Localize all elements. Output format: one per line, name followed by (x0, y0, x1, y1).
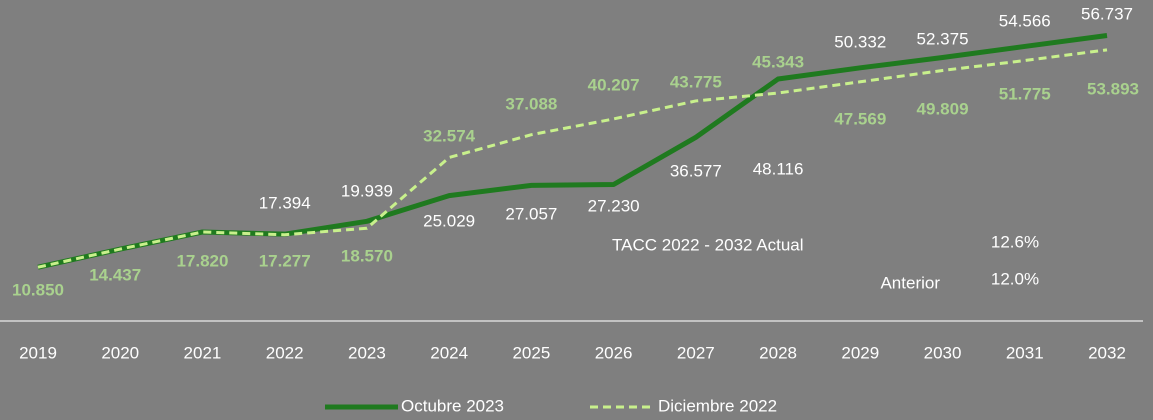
x-tick-label: 2032 (1088, 343, 1126, 362)
annotation: Anterior (880, 273, 940, 292)
data-label: 27.057 (505, 204, 557, 223)
data-label: 19.939 (341, 181, 393, 200)
x-tick-label: 2022 (266, 343, 304, 362)
line-series (37, 33, 1108, 270)
data-label: 53.893 (1087, 79, 1139, 98)
data-label: 10.850 (12, 280, 64, 299)
data-label: 36.577 (670, 161, 722, 180)
data-label: 17.820 (176, 251, 228, 270)
x-tick-label: 2025 (512, 343, 550, 362)
annotation: TACC 2022 - 2032 Actual (612, 235, 804, 254)
annotation: 12.6% (991, 232, 1039, 251)
x-tick-label: 2019 (19, 343, 57, 362)
data-label: 18.570 (341, 246, 393, 265)
data-label: 50.332 (834, 32, 886, 51)
data-label: 49.809 (917, 99, 969, 118)
x-tick-label: 2028 (759, 343, 797, 362)
x-tick-label: 2030 (924, 343, 962, 362)
annotation: 12.0% (991, 269, 1039, 288)
x-tick-label: 2031 (1006, 343, 1044, 362)
data-label: 52.375 (917, 29, 969, 48)
data-label: 40.207 (588, 75, 640, 94)
data-label: 32.574 (423, 126, 476, 145)
data-label: 54.566 (999, 11, 1051, 30)
data-label: 25.029 (423, 211, 475, 230)
data-label: 47.569 (834, 109, 886, 128)
data-label: 17.394 (259, 193, 311, 212)
data-label: 17.277 (259, 251, 311, 270)
data-label: 14.437 (89, 265, 141, 284)
data-label: 27.230 (588, 196, 640, 215)
x-tick-label: 2026 (595, 343, 633, 362)
legend-label: Diciembre 2022 (658, 396, 777, 415)
legend-label: Octubre 2023 (401, 396, 504, 415)
x-tick-label: 2021 (184, 343, 222, 362)
x-tick-label: 2023 (348, 343, 386, 362)
data-label: 51.775 (999, 84, 1051, 103)
data-label: 37.088 (505, 94, 557, 113)
data-label: 48.116 (753, 159, 804, 178)
data-label: 56.737 (1081, 4, 1133, 23)
data-label: 45.343 (752, 52, 804, 71)
line-series (37, 48, 1108, 269)
x-tick-label: 2020 (101, 343, 139, 362)
x-tick-label: 2024 (430, 343, 468, 362)
x-tick-label: 2029 (841, 343, 879, 362)
data-label: 43.775 (670, 72, 722, 91)
x-tick-label: 2027 (677, 343, 715, 362)
